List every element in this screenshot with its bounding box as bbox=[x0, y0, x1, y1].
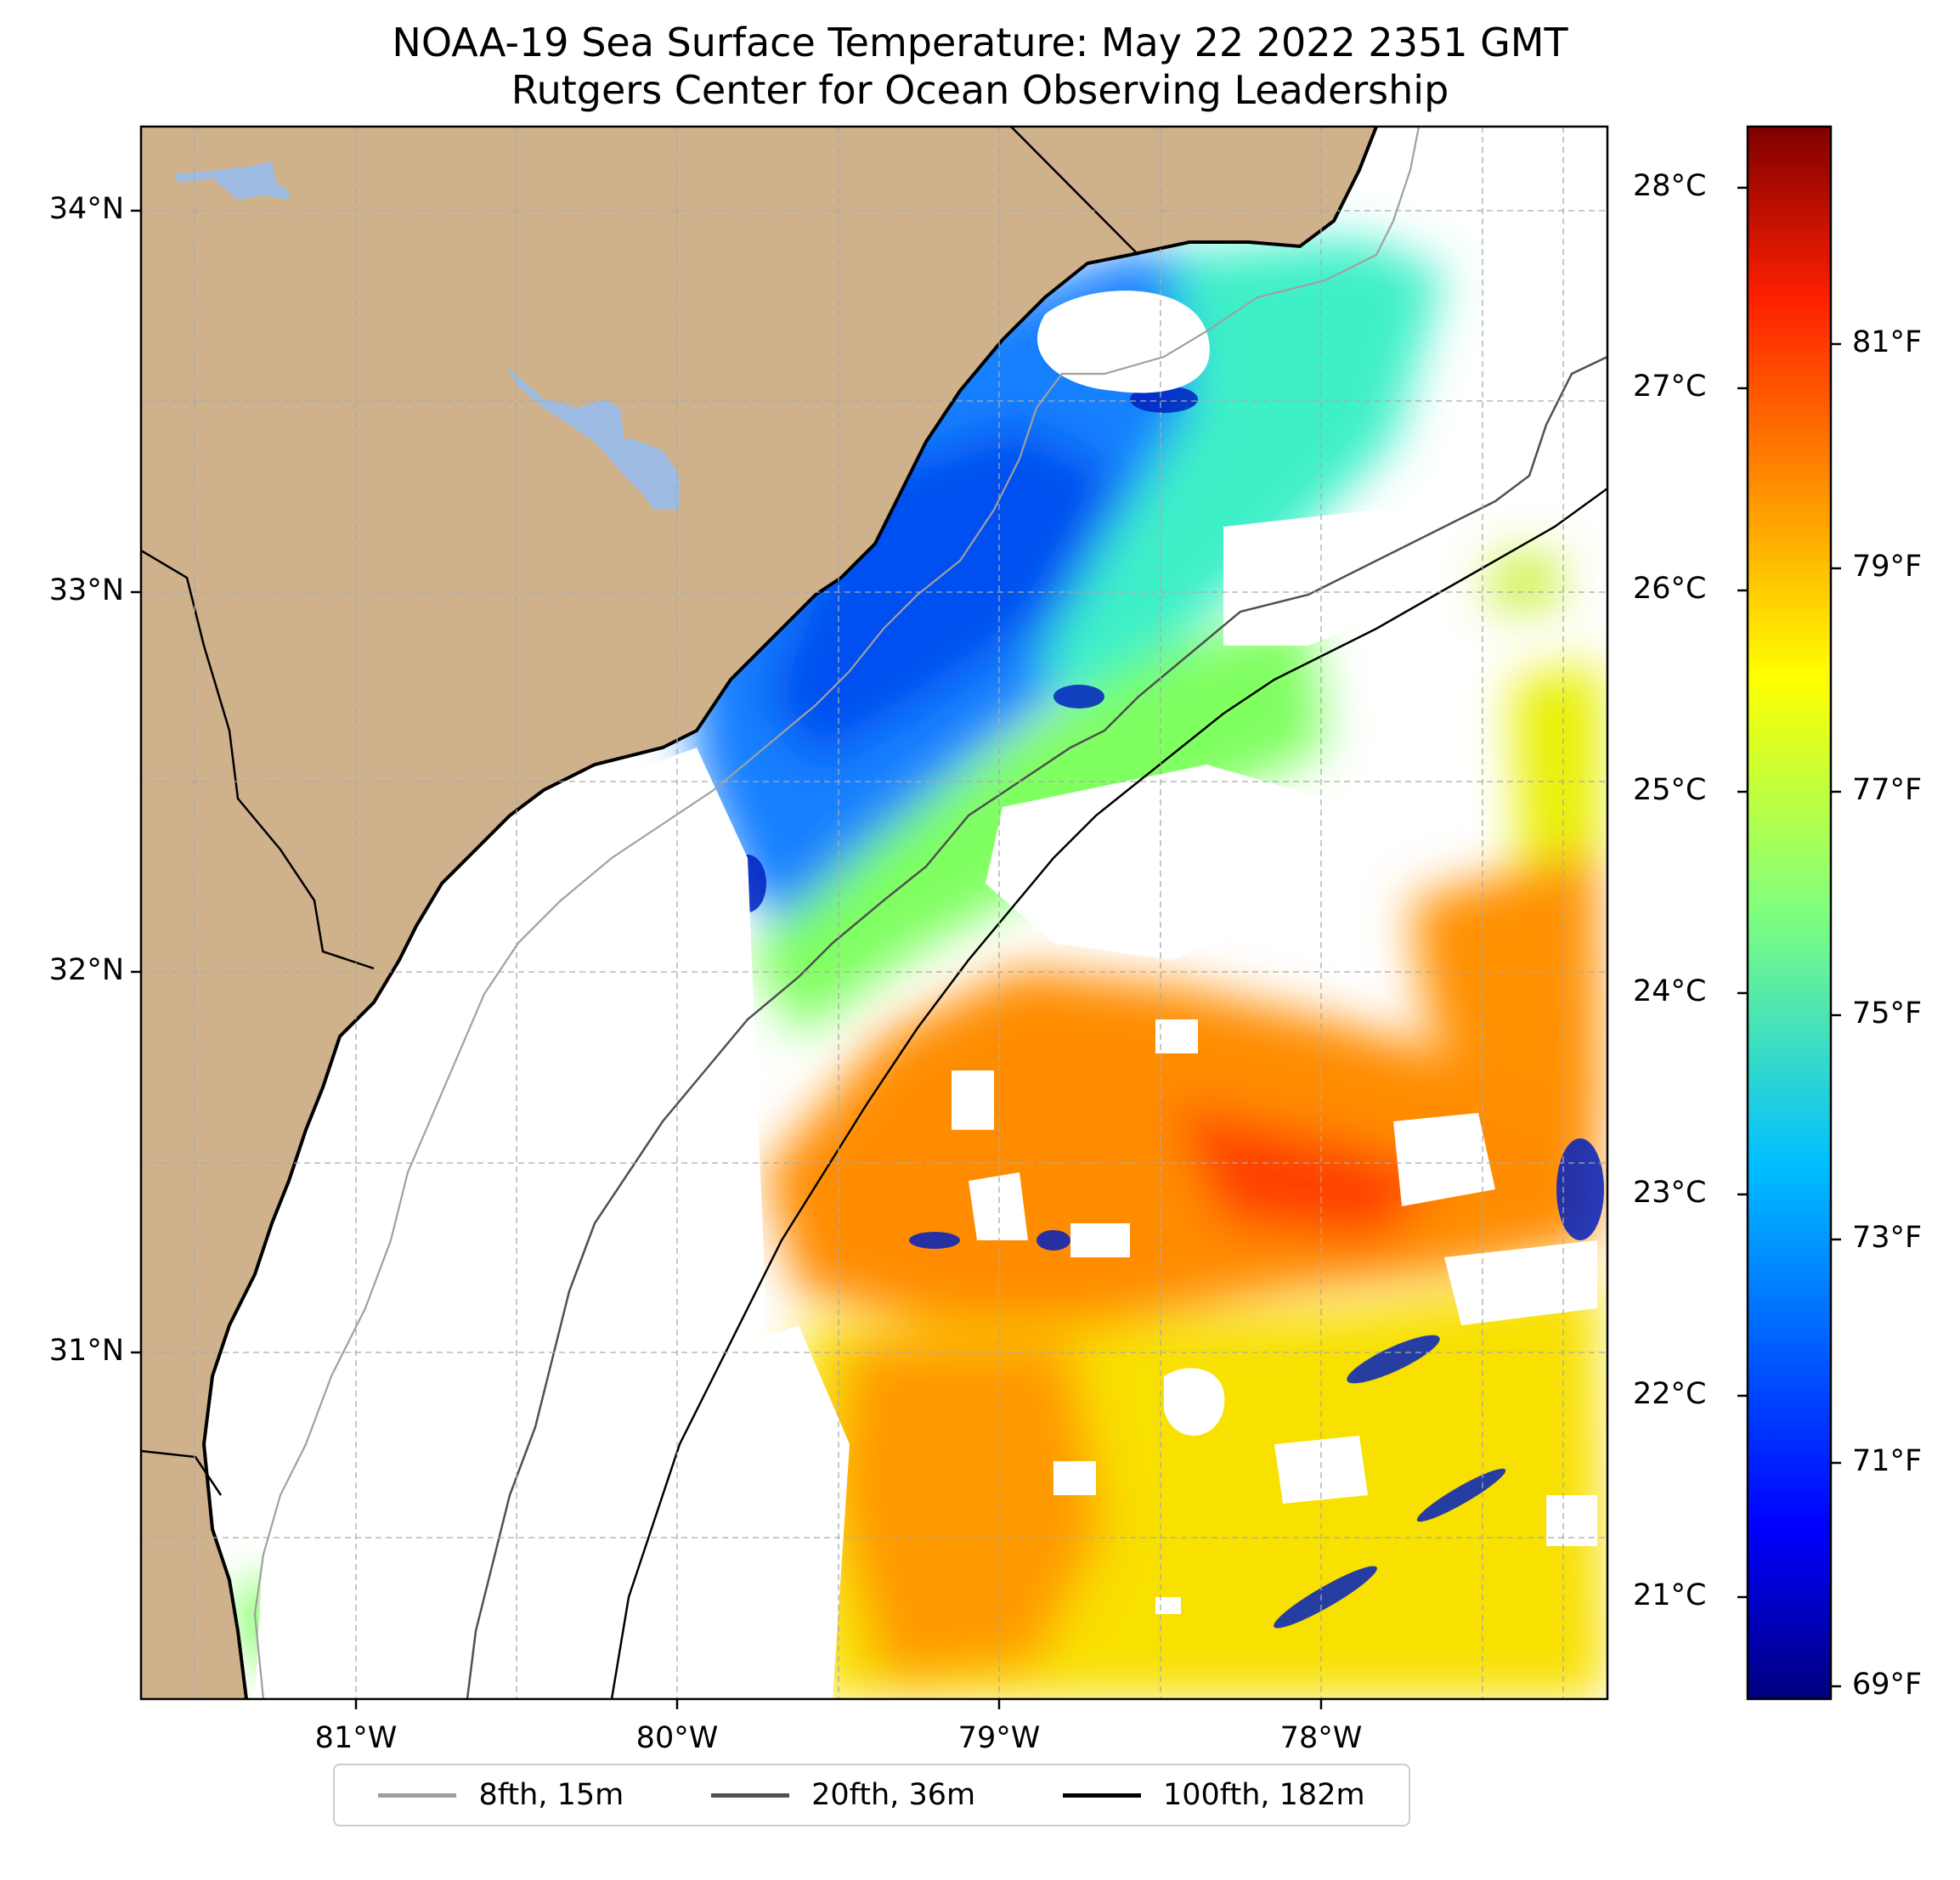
cold-eddy bbox=[1053, 685, 1104, 709]
isobath-15m bbox=[253, 127, 1421, 1699]
celsius-label: 28°C bbox=[1633, 169, 1707, 203]
cold-eddy bbox=[1274, 1566, 1377, 1629]
sst-warm-band bbox=[765, 968, 1597, 1325]
cloud-gaps bbox=[255, 291, 1597, 1699]
lon-label: 81°W bbox=[314, 1721, 398, 1755]
legend-swatch bbox=[378, 1792, 457, 1798]
cold-eddy bbox=[1556, 1138, 1604, 1240]
legend-item-15m: 8fth, 15m bbox=[378, 1778, 624, 1812]
lon-label: 80°W bbox=[635, 1721, 719, 1755]
cloud-gap bbox=[1274, 1436, 1368, 1504]
map-area bbox=[141, 127, 1607, 1699]
cloud-gap bbox=[1053, 1461, 1096, 1495]
fahrenheit-label: 79°F bbox=[1852, 550, 1923, 584]
cloud-gap bbox=[1223, 510, 1444, 646]
cloud-gap-south bbox=[748, 1325, 850, 1699]
legend-label: 8fth, 15m bbox=[478, 1778, 624, 1812]
sst-cyan-region bbox=[1036, 238, 1444, 714]
map-frame bbox=[139, 125, 1609, 1701]
gridlines bbox=[141, 127, 1607, 1699]
fahrenheit-label: 71°F bbox=[1852, 1444, 1923, 1478]
celsius-label: 23°C bbox=[1633, 1176, 1707, 1210]
lat-label: 31°N bbox=[48, 1334, 124, 1368]
lat-label: 32°N bbox=[48, 953, 124, 987]
legend-label: 20fth, 36m bbox=[811, 1778, 976, 1812]
sst-hot-core bbox=[1172, 1104, 1444, 1240]
lake-marion bbox=[174, 161, 289, 200]
title-line-1: NOAA-19 Sea Surface Temperature: May 22 … bbox=[392, 20, 1568, 65]
fahrenheit-label: 77°F bbox=[1852, 773, 1923, 807]
fahrenheit-label: 73°F bbox=[1852, 1221, 1923, 1255]
cloud-gap bbox=[1155, 1597, 1181, 1614]
state-border-south bbox=[141, 1449, 223, 1496]
cloud-gap bbox=[1155, 1019, 1198, 1053]
title-line-2: Rutgers Center for Ocean Observing Leade… bbox=[511, 67, 1449, 113]
lon-label: 79°W bbox=[957, 1721, 1041, 1755]
x-ticks bbox=[354, 1699, 1323, 1709]
sst-ne-patch bbox=[1487, 552, 1563, 612]
lat-label: 34°N bbox=[48, 192, 124, 226]
fahrenheit-label: 75°F bbox=[1852, 996, 1923, 1030]
cold-eddy bbox=[1036, 1230, 1070, 1251]
colorbar bbox=[1746, 125, 1833, 1701]
sst-east-patch bbox=[1410, 850, 1601, 1121]
cold-eddy bbox=[1416, 1468, 1506, 1522]
isobath-legend: 8fth, 15m 20fth, 36m 100fth, 182m bbox=[333, 1764, 1410, 1826]
celsius-label: 27°C bbox=[1633, 370, 1707, 404]
state-border bbox=[1010, 127, 1139, 256]
state-border-west bbox=[141, 549, 375, 970]
legend-swatch bbox=[711, 1792, 790, 1798]
lon-label: 78°W bbox=[1279, 1721, 1363, 1755]
cloud-gap bbox=[1070, 1223, 1130, 1257]
cloud-gap bbox=[1164, 1368, 1225, 1436]
cloud-gap bbox=[969, 1172, 1028, 1240]
colorbar-ticks-left bbox=[1737, 186, 1748, 1599]
fahrenheit-label: 81°F bbox=[1852, 325, 1923, 359]
colorbar-ticks-right bbox=[1831, 342, 1841, 1688]
legend-swatch bbox=[1062, 1792, 1141, 1798]
sst-orange-south bbox=[833, 1342, 1104, 1682]
land-mass bbox=[141, 127, 1376, 1699]
cloud-gap-nearshore bbox=[255, 748, 807, 1699]
celsius-label: 26°C bbox=[1633, 572, 1707, 606]
celsius-label: 24°C bbox=[1633, 974, 1707, 1008]
lat-label: 33°N bbox=[48, 573, 124, 607]
coastline bbox=[201, 127, 1378, 1699]
legend-label: 100fth, 182m bbox=[1162, 1778, 1365, 1812]
cloud-gap bbox=[1393, 1113, 1495, 1206]
celsius-label: 22°C bbox=[1633, 1377, 1707, 1411]
cloud-gap bbox=[1546, 1495, 1597, 1546]
fahrenheit-label: 69°F bbox=[1852, 1668, 1923, 1702]
cold-eddy bbox=[909, 1232, 960, 1249]
chart-title: NOAA-19 Sea Surface Temperature: May 22 … bbox=[0, 19, 1960, 114]
isobath-182m bbox=[610, 487, 1607, 1699]
legend-item-182m: 100fth, 182m bbox=[1062, 1778, 1365, 1812]
cloud-gap bbox=[952, 1070, 994, 1130]
celsius-label: 21°C bbox=[1633, 1578, 1707, 1612]
cloud-gap bbox=[986, 765, 1325, 960]
legend-item-36m: 20fth, 36m bbox=[711, 1778, 975, 1812]
celsius-label: 25°C bbox=[1633, 773, 1707, 807]
cold-eddy bbox=[1347, 1335, 1440, 1384]
cloud-gap bbox=[1037, 291, 1210, 393]
isobath-36m bbox=[466, 355, 1607, 1699]
y-ticks bbox=[131, 209, 141, 1354]
sst-east-yellow bbox=[1512, 663, 1601, 867]
